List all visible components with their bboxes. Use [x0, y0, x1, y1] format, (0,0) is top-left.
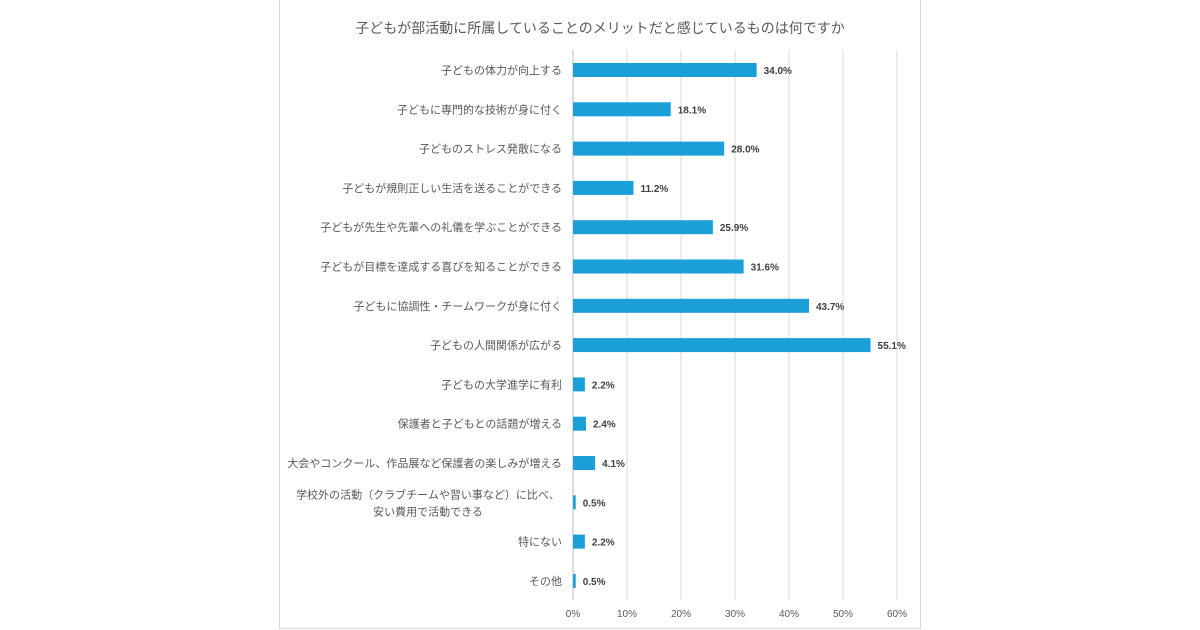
bar — [573, 298, 809, 313]
data-label: 28.0% — [731, 145, 759, 156]
category-label: 子どもが先生や先輩への礼儀を学ぶことができる — [320, 220, 562, 234]
category-label: 子どもに専門的な技術が身に付く — [397, 102, 562, 116]
category-label: 子どもが目標を達成する喜びを知ることができる — [320, 260, 562, 274]
data-label: 43.7% — [816, 302, 844, 313]
data-label: 25.9% — [720, 223, 748, 234]
bar — [573, 180, 634, 195]
data-label: 2.2% — [592, 538, 615, 549]
bar — [573, 338, 871, 353]
category-label: 子どもの大学進学に有利 — [441, 377, 562, 391]
bar — [573, 495, 576, 510]
data-label: 55.1% — [878, 341, 906, 352]
data-label: 11.2% — [640, 184, 668, 195]
data-label: 31.6% — [751, 263, 779, 274]
data-label: 18.1% — [678, 105, 706, 116]
data-label: 4.1% — [602, 459, 625, 470]
category-label: 保護者と子どもとの話題が増える — [398, 417, 562, 431]
bar — [573, 259, 744, 274]
category-label: 子どもが規則正しい生活を送ることができる — [342, 181, 562, 195]
x-tick-label: 60% — [887, 609, 907, 620]
x-tick-label: 0% — [566, 609, 581, 620]
bar — [573, 220, 713, 235]
data-label: 0.5% — [583, 577, 606, 588]
category-label: 大会やコンクール、作品展など保護者の楽しみが増える — [287, 456, 562, 470]
category-label: その他 — [529, 575, 562, 588]
bar — [573, 456, 596, 470]
data-label: 2.2% — [592, 380, 615, 391]
bar — [573, 534, 585, 549]
category-label: 子どもの人間関係が広がる — [430, 338, 562, 352]
bar — [573, 63, 757, 77]
category-label: 子どものストレス発散になる — [419, 142, 562, 156]
x-tick-label: 30% — [725, 609, 745, 620]
data-label: 2.4% — [593, 420, 616, 431]
category-label: 学校外の活動（クラブチームや習い事など）に比べ、安い費用で活動できる — [296, 487, 560, 518]
bar — [573, 377, 585, 392]
bar — [573, 416, 586, 431]
category-label: 子どもの体力が向上する — [441, 63, 562, 77]
x-tick-label: 40% — [779, 609, 799, 620]
bar — [573, 141, 725, 156]
bar — [573, 573, 576, 588]
chart-title: 子どもが部活動に所属していることのメリットだと感じているものは何ですか — [355, 21, 845, 37]
category-label: 子どもに協調性・チームワークが身に付く — [353, 299, 562, 313]
bar — [573, 102, 671, 117]
data-label: 0.5% — [583, 498, 606, 509]
x-tick-label: 20% — [671, 609, 691, 620]
x-tick-label: 50% — [833, 609, 853, 620]
category-label: 特にない — [518, 535, 562, 549]
data-label: 34.0% — [764, 66, 792, 77]
x-tick-label: 10% — [617, 609, 637, 620]
chart-frame — [279, 0, 921, 629]
